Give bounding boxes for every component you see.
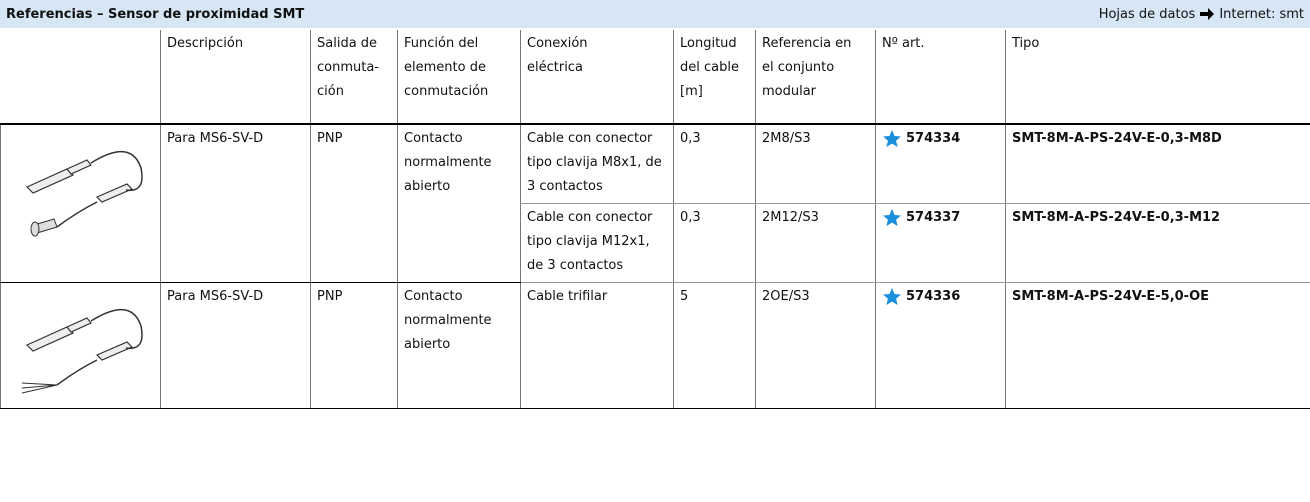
header-bar: Referencias – Sensor de proximidad SMT H…: [0, 0, 1310, 28]
column-header: Nº art.: [875, 30, 1006, 125]
link-target: Internet: smt: [1219, 6, 1304, 22]
part-number: 574334: [906, 131, 961, 146]
output: PNP: [317, 131, 343, 146]
header-line: conmutación: [404, 84, 489, 99]
length: 5: [680, 289, 689, 304]
header-line: Longitud: [680, 36, 737, 51]
header-line: Conexión: [527, 36, 588, 51]
header-line: modular: [762, 84, 817, 99]
header-line: Descripción: [167, 36, 244, 51]
image-header: [0, 30, 161, 125]
cell: PNP: [310, 124, 398, 283]
connection: Cable con conector tipo clavija M8x1, de…: [527, 131, 662, 194]
image-cell: [0, 124, 161, 283]
length: 0,3: [680, 210, 701, 225]
header-line: eléctrica: [527, 60, 583, 75]
image-cell: [0, 282, 161, 409]
cell: Cable con conector tipo clavija M8x1, de…: [520, 124, 674, 204]
type: SMT-8M-A-PS-24V-E-0,3-M8D: [1012, 131, 1222, 146]
header-line: elemento de: [404, 60, 486, 75]
reference: 2M8/S3: [762, 131, 811, 146]
part-number: 574336: [906, 289, 961, 304]
cell: 5: [673, 282, 756, 409]
column-header: Longitud del cable [m]: [673, 30, 756, 125]
cell: 574337: [875, 203, 1006, 283]
cell: 574336: [875, 282, 1006, 409]
link-label: Hojas de datos: [1098, 6, 1196, 22]
arrow-icon: [1200, 8, 1215, 20]
cell: 2M12/S3: [755, 203, 876, 283]
header-line: Referencia en: [762, 36, 852, 51]
header-line: ción: [317, 84, 344, 99]
header-line: conmuta-: [317, 60, 379, 75]
star-icon: [883, 209, 901, 226]
cell: SMT-8M-A-PS-24V-E-5,0-OE: [1005, 282, 1310, 409]
header-line: Función del: [404, 36, 479, 51]
header-line: del cable: [680, 60, 739, 75]
function: Contacto normalmente abierto: [404, 131, 492, 194]
table-row: Para MS6-SV-D PNP Contacto normalmente abi…: [0, 282, 1310, 409]
cell: 574334: [875, 124, 1006, 204]
column-header: Tipo: [1005, 30, 1310, 125]
cell: Cable con conector tipo clavija M12x1, d…: [520, 203, 674, 283]
reference: 2OE/S3: [762, 289, 810, 304]
cell: 2M8/S3: [755, 124, 876, 204]
length: 0,3: [680, 131, 701, 146]
cell: SMT-8M-A-PS-24V-E-0,3-M12: [1005, 203, 1310, 283]
cell: 0,3: [673, 124, 756, 204]
title: Referencias – Sensor de proximidad SMT: [6, 6, 305, 22]
star-icon: [883, 288, 901, 305]
reference: 2M12/S3: [762, 210, 819, 225]
header-line: Nº art.: [882, 36, 925, 51]
output: PNP: [317, 289, 343, 304]
part-number-wrap: 574337: [882, 206, 999, 230]
product-image: [21, 308, 143, 394]
part-number: 574337: [906, 210, 961, 225]
star-icon: [883, 130, 901, 147]
datasheet-link[interactable]: Hojas de datos Internet: smt: [1099, 7, 1304, 22]
part-number-wrap: 574336: [882, 285, 999, 309]
table-row: Para MS6-SV-D PNP Contacto normalmente abi…: [0, 124, 1310, 283]
connection: Cable con conector tipo clavija M12x1, d…: [527, 210, 653, 273]
header-line: [m]: [680, 84, 703, 99]
cell: SMT-8M-A-PS-24V-E-0,3-M8D: [1005, 124, 1310, 204]
cell: PNP: [310, 282, 398, 409]
cell: 0,3: [673, 203, 756, 283]
description: Para MS6-SV-D: [167, 289, 264, 304]
header-line: el conjunto: [762, 60, 835, 75]
cell: 2OE/S3: [755, 282, 876, 409]
column-header: Función del elemento de conmutación: [397, 30, 521, 125]
cell: Para MS6-SV-D: [160, 124, 311, 283]
column-header: Conexión eléctrica: [520, 30, 674, 125]
connection: Cable trifilar: [527, 289, 608, 304]
cell: Contacto normalmente abierto: [397, 282, 521, 409]
table-row: Cable con conector tipo clavija M12x1, d…: [1, 203, 1310, 283]
column-header: Salida de conmuta-ción: [310, 30, 398, 125]
type: SMT-8M-A-PS-24V-E-0,3-M12: [1012, 210, 1221, 225]
column-header: Descripción: [160, 30, 311, 125]
cell: Contacto normalmente abierto: [397, 124, 521, 283]
product-image: [25, 150, 143, 237]
part-number-wrap: 574334: [882, 127, 999, 151]
reference-table: Descripción Salida de conmuta-ción Función …: [0, 30, 1310, 409]
description: Para MS6-SV-D: [167, 131, 264, 146]
function: Contacto normalmente abierto: [404, 289, 492, 352]
cell: Para MS6-SV-D: [160, 282, 311, 409]
header-line: Salida de: [317, 36, 378, 51]
cell: Cable trifilar: [520, 282, 674, 409]
type: SMT-8M-A-PS-24V-E-5,0-OE: [1012, 289, 1210, 304]
header-line: Tipo: [1012, 36, 1040, 51]
column-header: Referencia en el conjunto modular: [755, 30, 876, 125]
